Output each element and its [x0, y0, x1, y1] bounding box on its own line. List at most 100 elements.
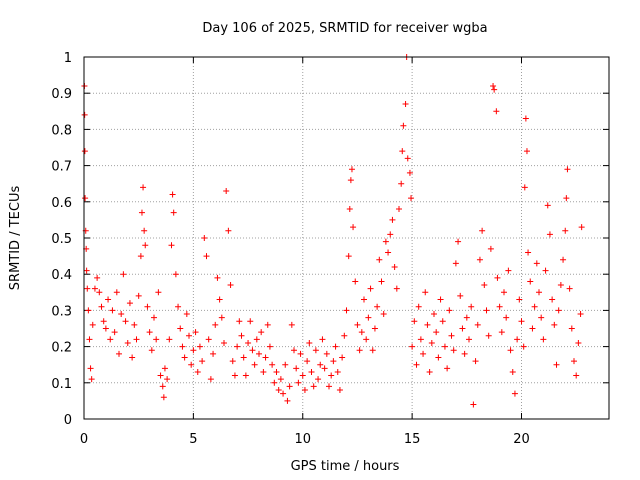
data-point [256, 350, 262, 357]
data-point [98, 303, 105, 310]
data-point [555, 307, 562, 314]
data-point [107, 336, 114, 343]
data-point [186, 332, 192, 339]
data-point [476, 256, 483, 263]
data-point [411, 318, 418, 325]
data-point [282, 361, 289, 368]
data-point [385, 249, 392, 256]
data-point [420, 350, 427, 357]
data-point [129, 354, 136, 361]
data-point [81, 148, 88, 155]
data-point [168, 242, 175, 249]
data-point [494, 274, 501, 281]
data-point [284, 397, 291, 404]
data-point [341, 332, 348, 339]
data-point [247, 318, 254, 325]
data-point [507, 347, 514, 354]
data-point [542, 267, 549, 274]
data-point [310, 383, 317, 390]
data-point [505, 267, 512, 274]
data-point [172, 271, 179, 278]
data-point [531, 303, 538, 310]
data-point [135, 292, 142, 299]
data-point [413, 361, 420, 368]
data-point [376, 256, 383, 263]
data-point [160, 394, 167, 401]
data-point [170, 209, 177, 216]
data-point [365, 314, 372, 321]
data-point [345, 253, 352, 260]
data-point [433, 329, 440, 336]
data-point [141, 227, 148, 234]
data-point [350, 224, 357, 231]
y-tick-label: 0.5 [51, 232, 72, 247]
data-point [312, 347, 319, 354]
data-point [522, 115, 529, 122]
data-point [343, 307, 350, 314]
data-point [140, 184, 147, 191]
data-point [84, 285, 91, 292]
data-point [361, 296, 367, 303]
data-point [496, 303, 503, 310]
data-point [491, 86, 498, 93]
data-point [100, 318, 107, 325]
data-point [474, 321, 481, 328]
data-point [557, 282, 564, 289]
data-point [573, 372, 580, 379]
data-point [81, 111, 88, 118]
data-point [319, 336, 326, 343]
data-point [164, 376, 171, 383]
data-point [334, 368, 341, 375]
data-point [571, 358, 577, 365]
data-point [389, 216, 396, 223]
data-point [485, 332, 492, 339]
data-point [238, 332, 245, 339]
data-point [293, 365, 300, 372]
data-point [399, 148, 406, 155]
data-point [562, 227, 569, 234]
data-point [560, 256, 567, 263]
data-point [339, 354, 346, 361]
data-point [483, 307, 490, 314]
x-tick-label: 20 [513, 432, 530, 447]
data-point [382, 238, 389, 245]
y-tick-label: 0.7 [51, 160, 72, 175]
data-point [138, 209, 145, 216]
data-point [527, 278, 534, 285]
data-point [452, 260, 459, 267]
data-point [398, 180, 405, 187]
data-point [295, 379, 302, 386]
data-point [299, 372, 306, 379]
data-point [446, 307, 453, 314]
data-point [551, 321, 558, 328]
data-point [126, 300, 133, 307]
x-tick-label: 10 [294, 432, 311, 447]
data-point [87, 365, 94, 372]
data-point [417, 336, 424, 343]
data-point [201, 235, 208, 241]
data-point [137, 253, 144, 260]
data-point [199, 358, 206, 365]
y-tick-label: 0.2 [51, 341, 72, 356]
data-point [514, 336, 521, 343]
data-point [179, 343, 186, 350]
data-point [481, 282, 488, 289]
data-point [236, 318, 243, 325]
data-point [181, 354, 188, 361]
data-point [221, 339, 227, 346]
data-point [133, 336, 140, 343]
data-point [308, 368, 315, 375]
data-point [498, 329, 505, 336]
data-point [336, 387, 343, 394]
data-point [96, 289, 103, 296]
data-point [533, 260, 540, 267]
data-point [424, 321, 431, 328]
data-point [85, 307, 92, 314]
data-point [428, 339, 435, 346]
data-point [493, 108, 500, 115]
data-point [509, 368, 516, 375]
data-point [218, 314, 225, 321]
data-point [183, 311, 190, 318]
data-point [396, 206, 402, 213]
